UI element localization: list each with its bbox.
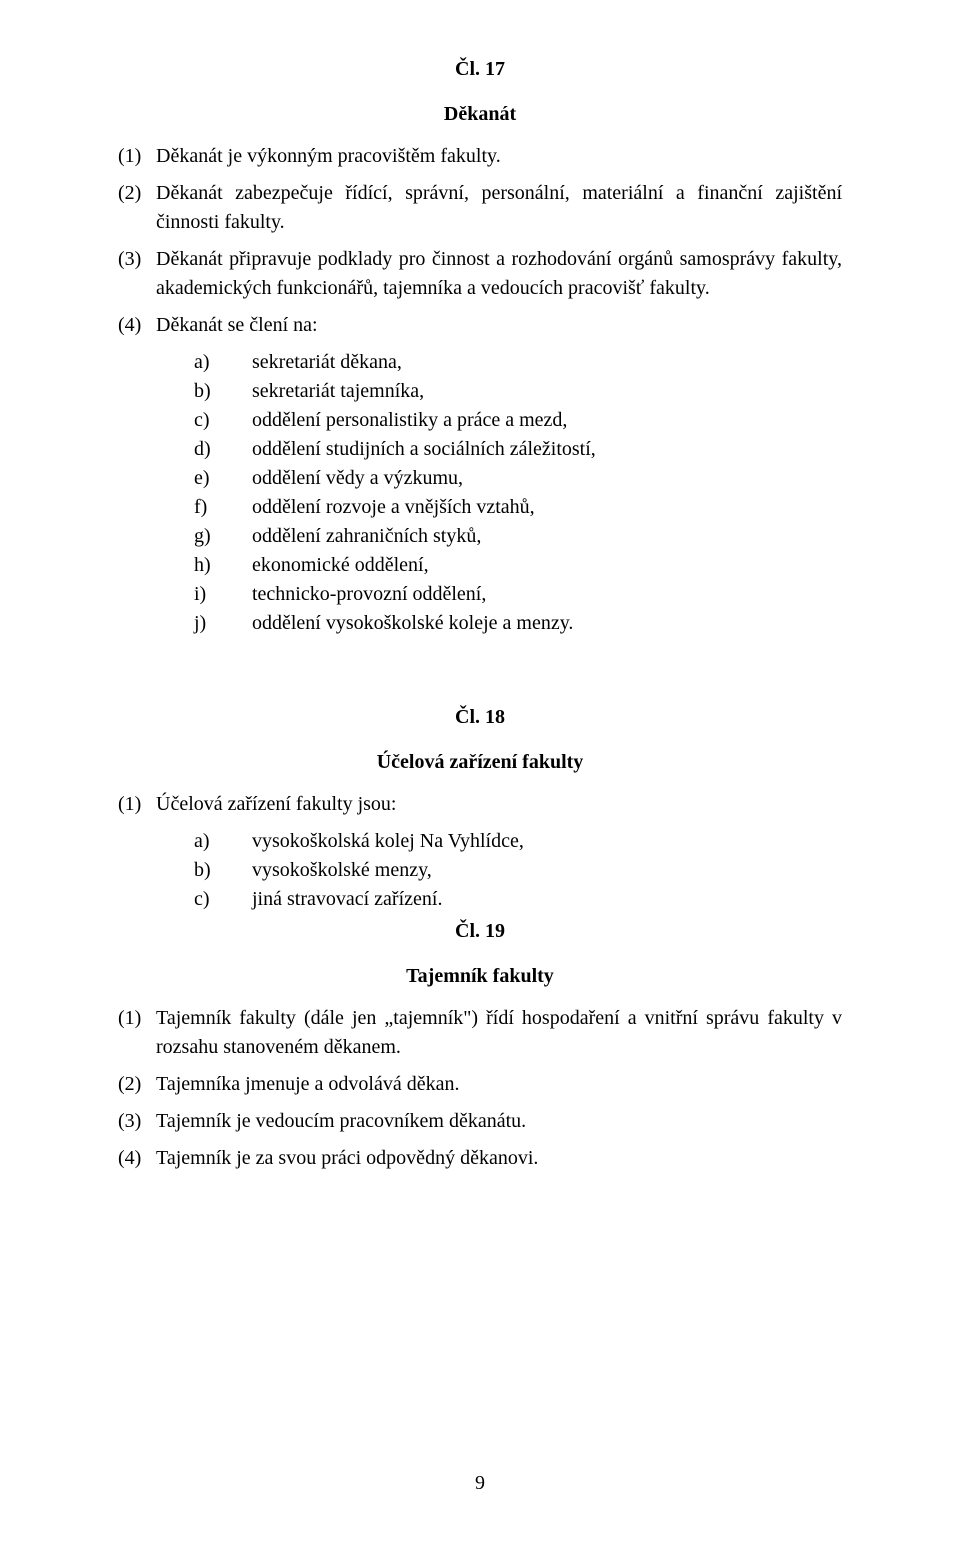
article-17-para-2: (2)Děkanát zabezpečuje řídící, správní, … [118, 179, 842, 237]
article-17-title: Děkanát [118, 103, 842, 126]
list-item: c)oddělení personalistiky a práce a mezd… [194, 406, 842, 435]
article-18-number: Čl. 18 [118, 706, 842, 729]
list-letter: g) [194, 522, 252, 551]
para-number: (1) [118, 790, 156, 819]
para-number: (2) [118, 179, 156, 208]
list-text: technicko-provozní oddělení, [252, 580, 486, 609]
para-text: Účelová zařízení fakulty jsou: [156, 793, 396, 815]
article-17-list: a)sekretariát děkana, b)sekretariát taje… [118, 348, 842, 638]
article-19-para-1: (1)Tajemník fakulty (dále jen „tajemník"… [118, 1004, 842, 1062]
list-text: oddělení zahraničních styků, [252, 522, 481, 551]
article-17-para-3: (3)Děkanát připravuje podklady pro činno… [118, 245, 842, 303]
list-item: d)oddělení studijních a sociálních zálež… [194, 435, 842, 464]
list-text: oddělení vědy a výzkumu, [252, 464, 463, 493]
para-number: (2) [118, 1070, 156, 1099]
list-item: f)oddělení rozvoje a vnějších vztahů, [194, 493, 842, 522]
list-item: i)technicko-provozní oddělení, [194, 580, 842, 609]
para-number: (3) [118, 245, 156, 274]
list-item: a)sekretariát děkana, [194, 348, 842, 377]
para-number: (3) [118, 1107, 156, 1136]
list-letter: e) [194, 464, 252, 493]
list-letter: a) [194, 827, 252, 856]
para-text: Tajemník fakulty (dále jen „tajemník") ř… [156, 1007, 842, 1058]
list-item: a)vysokoškolská kolej Na Vyhlídce, [194, 827, 842, 856]
list-text: sekretariát tajemníka, [252, 377, 424, 406]
para-text: Děkanát připravuje podklady pro činnost … [156, 248, 842, 299]
article-19-para-2: (2)Tajemníka jmenuje a odvolává děkan. [118, 1070, 842, 1099]
para-number: (1) [118, 142, 156, 171]
list-item: g)oddělení zahraničních styků, [194, 522, 842, 551]
list-item: e)oddělení vědy a výzkumu, [194, 464, 842, 493]
para-number: (4) [118, 311, 156, 340]
article-18-title: Účelová zařízení fakulty [118, 751, 842, 774]
list-text: oddělení studijních a sociálních záležit… [252, 435, 596, 464]
para-text: Děkanát se člení na: [156, 314, 318, 336]
list-text: oddělení vysokoškolské koleje a menzy. [252, 609, 573, 638]
list-letter: c) [194, 885, 252, 914]
para-text: Děkanát je výkonným pracovištěm fakulty. [156, 145, 501, 167]
para-text: Tajemník je za svou práci odpovědný děka… [156, 1147, 538, 1169]
list-item: c)jiná stravovací zařízení. [194, 885, 842, 914]
list-text: sekretariát děkana, [252, 348, 402, 377]
page-number: 9 [0, 1472, 960, 1495]
article-19-para-3: (3)Tajemník je vedoucím pracovníkem děka… [118, 1107, 842, 1136]
article-19-para-4: (4)Tajemník je za svou práci odpovědný d… [118, 1144, 842, 1173]
para-text: Tajemník je vedoucím pracovníkem děkanát… [156, 1110, 526, 1132]
list-letter: h) [194, 551, 252, 580]
para-text: Děkanát zabezpečuje řídící, správní, per… [156, 182, 842, 233]
list-letter: b) [194, 377, 252, 406]
list-text: jiná stravovací zařízení. [252, 885, 442, 914]
list-text: vysokoškolské menzy, [252, 856, 432, 885]
article-19-number: Čl. 19 [118, 920, 842, 943]
list-text: oddělení personalistiky a práce a mezd, [252, 406, 567, 435]
list-text: vysokoškolská kolej Na Vyhlídce, [252, 827, 524, 856]
list-item: b)sekretariát tajemníka, [194, 377, 842, 406]
list-letter: a) [194, 348, 252, 377]
list-text: oddělení rozvoje a vnějších vztahů, [252, 493, 535, 522]
list-letter: c) [194, 406, 252, 435]
para-text: Tajemníka jmenuje a odvolává děkan. [156, 1073, 460, 1095]
article-19-title: Tajemník fakulty [118, 965, 842, 988]
list-item: h)ekonomické oddělení, [194, 551, 842, 580]
list-letter: i) [194, 580, 252, 609]
list-item: b)vysokoškolské menzy, [194, 856, 842, 885]
para-number: (4) [118, 1144, 156, 1173]
list-item: j)oddělení vysokoškolské koleje a menzy. [194, 609, 842, 638]
article-17-para-1: (1)Děkanát je výkonným pracovištěm fakul… [118, 142, 842, 171]
article-18-para-1: (1)Účelová zařízení fakulty jsou: [118, 790, 842, 819]
article-17-para-4: (4)Děkanát se člení na: [118, 311, 842, 340]
list-letter: d) [194, 435, 252, 464]
article-17-number: Čl. 17 [118, 58, 842, 81]
article-18-list: a)vysokoškolská kolej Na Vyhlídce, b)vys… [118, 827, 842, 914]
list-text: ekonomické oddělení, [252, 551, 429, 580]
list-letter: f) [194, 493, 252, 522]
list-letter: j) [194, 609, 252, 638]
list-letter: b) [194, 856, 252, 885]
para-number: (1) [118, 1004, 156, 1033]
